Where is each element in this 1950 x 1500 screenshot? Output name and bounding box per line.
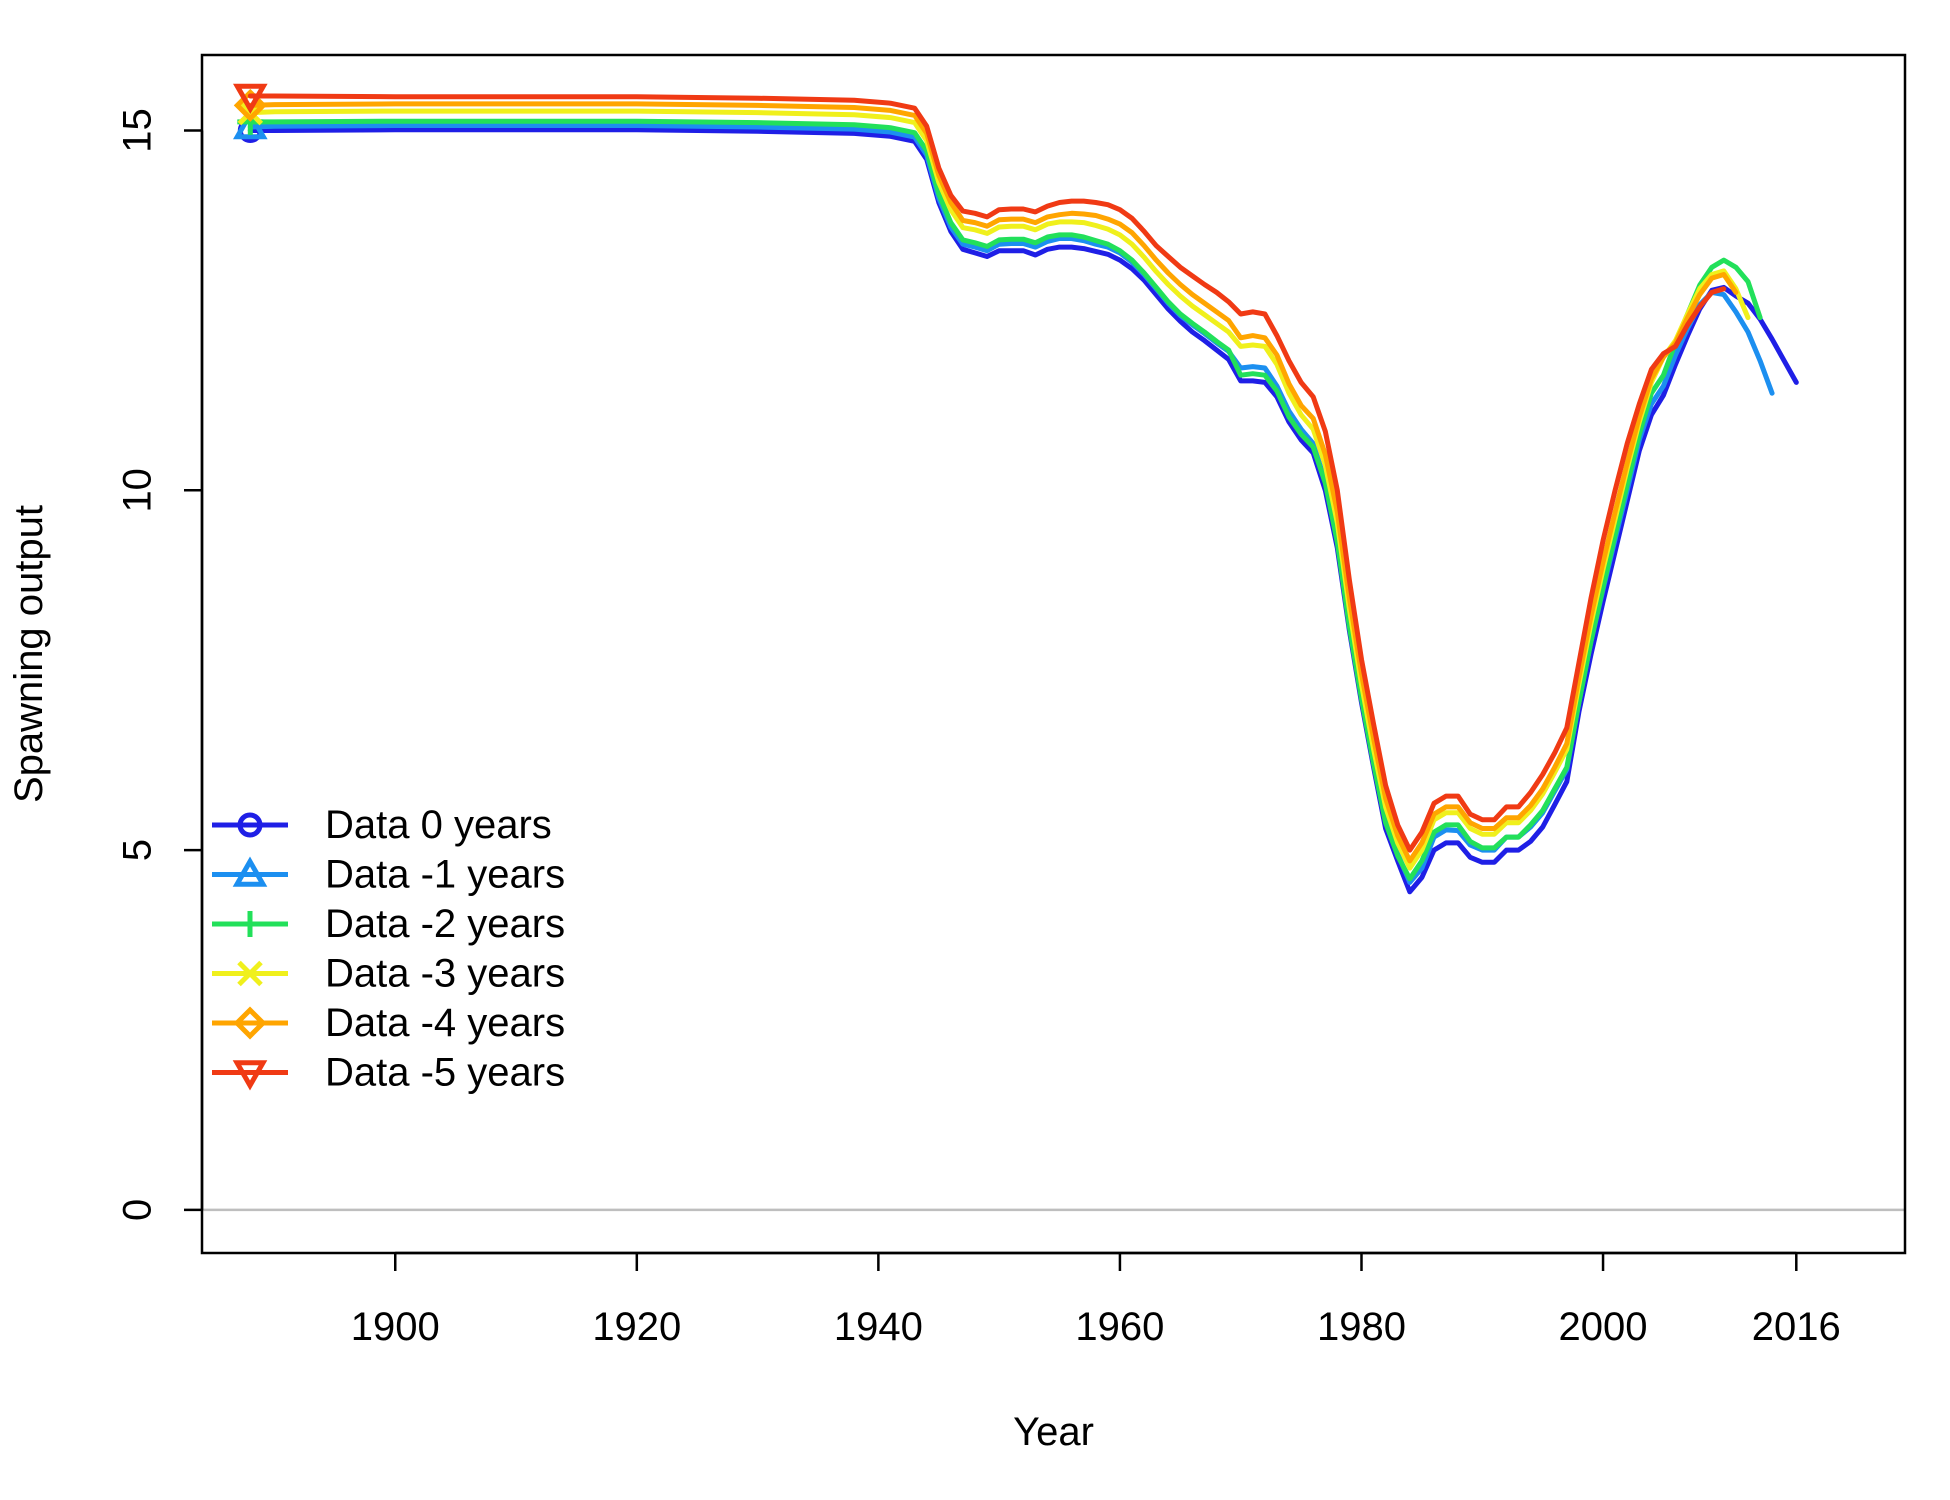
- legend: Data 0 years Data -1 years Data -2 years Da…: [212, 803, 565, 1095]
- y-axis: 0 5 10 15: [116, 108, 204, 1221]
- legend-label: Data -5 years: [325, 1051, 565, 1095]
- series-line: [247, 118, 1763, 882]
- y-tick-label: 5: [116, 839, 160, 861]
- legend-label: Data -3 years: [325, 952, 565, 996]
- series-marker: [237, 911, 263, 937]
- series-marker: [233, 88, 267, 122]
- series-data-3-years: [237, 99, 1751, 871]
- series-marker: [237, 960, 263, 987]
- series-data-2-years: [237, 108, 1763, 882]
- x-tick-label: 1980: [1317, 1305, 1406, 1349]
- series-line: [247, 127, 1799, 895]
- x-tick-label: 1960: [1075, 1305, 1164, 1349]
- legend-label: Data -4 years: [325, 1001, 565, 1045]
- series-marker: [233, 108, 268, 140]
- legend-label: Data 0 years: [325, 803, 552, 847]
- legend-item: Data -1 years: [212, 853, 565, 897]
- x-axis: 1900 1920 1940 1960 1980 2000 2016: [351, 1251, 1841, 1349]
- series-line: [247, 93, 1727, 853]
- series-marker: [233, 83, 268, 115]
- series-data-5-years: [233, 83, 1727, 853]
- y-axis-title: Spawning output: [7, 505, 51, 803]
- series-line: [247, 108, 1751, 871]
- legend-item: Data -5 years: [212, 1051, 565, 1095]
- x-tick-label: 2000: [1559, 1305, 1648, 1349]
- series-data-1-years: [233, 108, 1775, 885]
- legend-label: Data -1 years: [325, 853, 565, 897]
- series-marker: [232, 1060, 268, 1091]
- series-line: [247, 101, 1739, 864]
- legend-item: Data 0 years: [212, 803, 552, 847]
- y-tick-label: 10: [116, 468, 160, 513]
- legend-item: Data -4 years: [212, 1001, 565, 1045]
- x-tick-label: 1900: [351, 1305, 440, 1349]
- series-marker: [233, 1006, 267, 1040]
- series-data-4-years: [233, 88, 1739, 864]
- y-tick-label: 15: [116, 108, 160, 153]
- series-layer: [233, 83, 1799, 895]
- x-tick-label: 1920: [592, 1305, 681, 1349]
- legend-item: Data -3 years: [212, 952, 565, 996]
- legend-item: Data -2 years: [212, 902, 565, 946]
- legend-label: Data -2 years: [325, 902, 565, 946]
- series-marker: [237, 812, 263, 838]
- x-tick-label: 1940: [834, 1305, 923, 1349]
- series-marker: [232, 856, 268, 887]
- x-tick-label: 2016: [1752, 1305, 1841, 1349]
- y-tick-label: 0: [116, 1199, 160, 1221]
- x-axis-title: Year: [1013, 1410, 1094, 1454]
